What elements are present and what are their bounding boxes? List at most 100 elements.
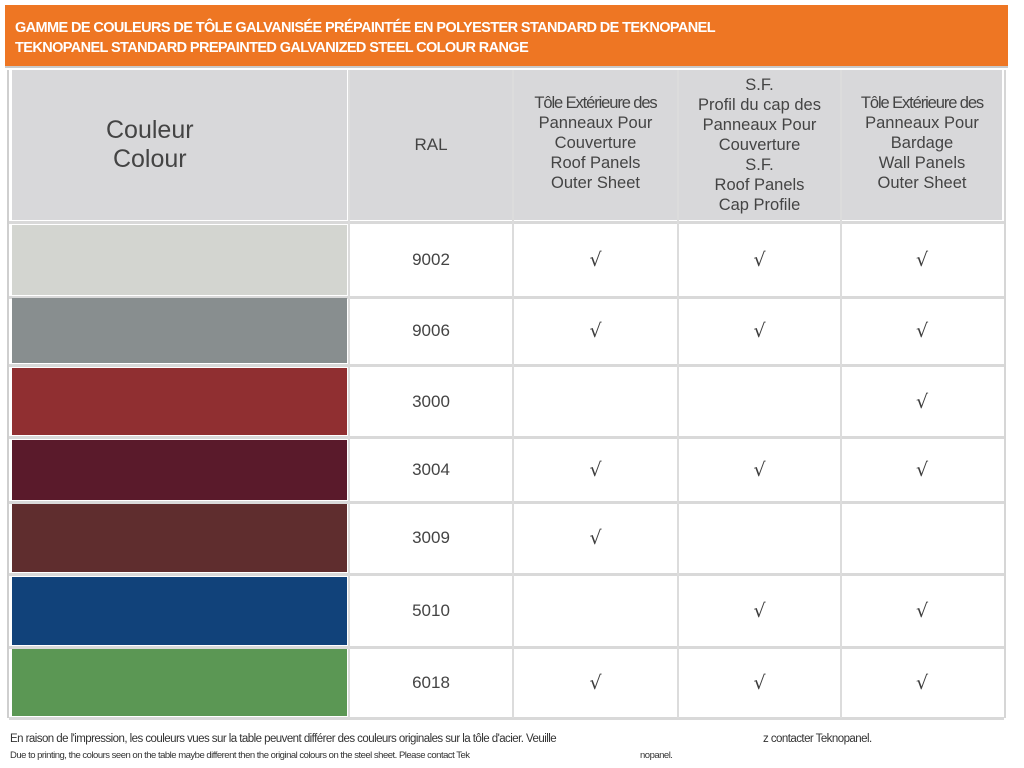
row-divider <box>9 717 1004 720</box>
header-ral: RAL <box>350 70 512 220</box>
availability-roof-outer: √ <box>514 504 677 572</box>
ral-code-text: 3009 <box>412 528 450 547</box>
title-banner: GAMME DE COULEURS DE TÔLE GALVANISÉE PRÉ… <box>5 5 1008 66</box>
table-right-border <box>1004 70 1006 718</box>
availability-wall-outer <box>842 504 1002 572</box>
availability-roof-cap: √ <box>679 298 840 363</box>
disclaimer-french-part1: En raison de l'impression, les couleurs … <box>10 733 557 745</box>
check-mark-icon: √ <box>915 319 929 342</box>
row-divider <box>9 501 1004 504</box>
ral-code-text: 3004 <box>412 460 450 479</box>
row-divider <box>9 646 1004 649</box>
title-french: GAMME DE COULEURS DE TÔLE GALVANISÉE PRÉ… <box>15 20 716 36</box>
availability-wall-outer: √ <box>842 649 1002 716</box>
ral-code-text: 3000 <box>412 391 450 411</box>
ral-code-text: 9002 <box>412 250 450 269</box>
availability-wall-outer: √ <box>842 298 1002 363</box>
check-mark-icon: √ <box>753 600 766 622</box>
availability-wall-outer: √ <box>842 577 1002 645</box>
header-colour: Couleur Colour <box>12 70 347 220</box>
colour-swatch-9006 <box>12 298 347 363</box>
header-line: Panneaux Pour <box>865 114 979 132</box>
header-line: Couverture <box>718 136 801 154</box>
column-divider <box>348 70 350 718</box>
column-divider <box>512 70 514 718</box>
availability-roof-outer: √ <box>514 298 677 363</box>
row-divider <box>9 296 1004 299</box>
availability-roof-outer <box>514 368 677 435</box>
header-colour-fr: Couleur <box>106 116 194 144</box>
check-mark-icon: √ <box>753 671 766 694</box>
header-wall-outer-sheet: Tôle Extérieure des Panneaux Pour Bardag… <box>842 70 1002 220</box>
header-line: Couverture <box>554 134 637 152</box>
availability-roof-cap: √ <box>679 649 840 716</box>
header-line: Roof Panels <box>714 176 805 194</box>
colour-swatch-3004 <box>12 440 347 500</box>
availability-roof-cap <box>679 368 840 435</box>
availability-wall-outer: √ <box>842 368 1002 435</box>
disclaimer-french-part2: z contacter Teknopanel. <box>763 733 872 745</box>
check-mark-icon: √ <box>589 249 602 271</box>
ral-code-text: 5010 <box>412 601 450 620</box>
check-mark-icon: √ <box>753 249 766 271</box>
availability-wall-outer: √ <box>842 225 1002 295</box>
ral-code: 3000 <box>350 368 512 435</box>
colour-swatch-5010 <box>12 577 347 645</box>
row-divider <box>9 436 1004 439</box>
ral-code: 9002 <box>350 225 512 295</box>
header-line: S.F. <box>745 156 774 174</box>
check-mark-icon: √ <box>753 459 766 481</box>
check-mark-icon: √ <box>915 459 929 481</box>
check-mark-icon: √ <box>915 390 929 413</box>
availability-roof-cap <box>679 504 840 572</box>
ral-code-text: 9006 <box>412 320 450 340</box>
header-line: Tôle Extérieure des <box>860 94 984 112</box>
check-mark-icon: √ <box>589 527 602 549</box>
disclaimer-english-part2: nopanel. <box>640 750 673 761</box>
header-ral-label: RAL <box>414 135 448 154</box>
row-divider <box>9 573 1004 576</box>
colour-swatch-6018 <box>12 649 347 716</box>
header-line: Wall Panels <box>878 154 966 172</box>
availability-roof-outer: √ <box>514 649 677 716</box>
header-line: Outer Sheet <box>877 174 967 192</box>
availability-roof-outer: √ <box>514 225 677 295</box>
check-mark-icon: √ <box>915 249 929 271</box>
header-line: Tôle Extérieure des <box>534 94 657 112</box>
header-line: Profil du cap des <box>698 96 821 114</box>
title-english: TEKNOPANEL STANDARD PREPAINTED GALVANIZE… <box>15 40 529 56</box>
colour-swatch-3000 <box>12 368 347 435</box>
check-mark-icon: √ <box>589 459 602 481</box>
column-divider <box>840 70 842 718</box>
header-line: Panneaux Pour <box>702 116 817 134</box>
availability-wall-outer: √ <box>842 440 1002 500</box>
disclaimer-english-part1: Due to printing, the colours seen on the… <box>10 750 470 761</box>
header-colour-en: Colour <box>112 145 187 173</box>
check-mark-icon: √ <box>915 600 929 622</box>
ral-code: 5010 <box>350 577 512 645</box>
header-line: Outer Sheet <box>551 174 640 192</box>
header-line: Roof Panels <box>550 154 641 172</box>
availability-roof-cap: √ <box>679 577 840 645</box>
check-mark-icon: √ <box>589 671 602 694</box>
availability-roof-outer <box>514 577 677 645</box>
column-divider <box>677 70 679 718</box>
check-mark-icon: √ <box>753 319 766 342</box>
availability-roof-cap: √ <box>679 225 840 295</box>
header-line: S.F. <box>745 76 774 94</box>
check-mark-icon: √ <box>589 319 602 342</box>
colour-swatch-9002 <box>12 225 347 295</box>
header-line: Panneaux Pour <box>538 114 653 132</box>
table-left-border <box>7 70 9 718</box>
header-roof-cap-profile: S.F. Profil du cap des Panneaux Pour Cou… <box>679 70 840 220</box>
availability-roof-cap: √ <box>679 440 840 500</box>
row-divider <box>9 364 1004 367</box>
ral-code: 3004 <box>350 440 512 500</box>
header-line: Bardage <box>890 134 954 152</box>
colour-swatch-3009 <box>12 504 347 572</box>
availability-roof-outer: √ <box>514 440 677 500</box>
ral-code-text: 6018 <box>412 672 450 692</box>
ral-code: 9006 <box>350 298 512 363</box>
check-mark-icon: √ <box>915 671 929 694</box>
ral-code: 6018 <box>350 649 512 716</box>
